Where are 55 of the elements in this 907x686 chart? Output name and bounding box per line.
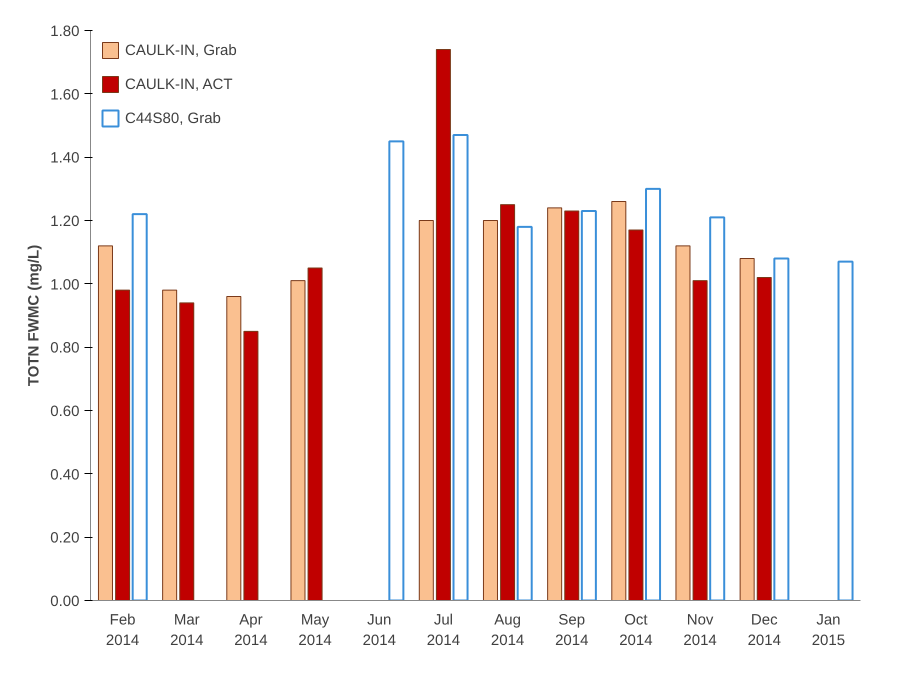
bar [179,302,194,600]
bar [452,134,469,600]
bar [500,204,516,600]
y-tick-label: 1.00 [50,276,80,294]
x-tick-label: May 2014 [298,612,332,649]
legend-label: CAULK-IN, Grab [125,42,237,58]
bar [580,210,597,600]
y-tick-label: 0.60 [50,403,80,420]
y-tick-label: 0.00 [50,593,80,610]
x-tick-label: Feb 2014 [106,612,140,649]
bar [115,290,130,600]
x-tick-label: Dec 2014 [748,612,781,649]
bar [436,49,451,600]
legend-label: CAULK-IN, ACT [125,76,233,92]
x-tick-label: Jan 2015 [812,612,846,649]
y-axis-title: TOTN FWMC (mg/L) [25,244,42,386]
bar [132,213,148,600]
x-tick-label: Jun 2014 [362,612,396,649]
x-tick-label: Apr 2014 [234,612,268,649]
x-tick-label: Aug 2014 [490,612,524,649]
bar [516,226,533,600]
bar [773,258,790,600]
x-tick-label: Oct 2014 [619,612,653,649]
bar [482,220,498,600]
bar [226,296,242,600]
y-tick-label: 0.40 [50,466,80,484]
y-tick-label: 0.80 [50,340,80,357]
bar [740,258,755,600]
y-tick-label: 1.20 [50,213,80,230]
x-tick-label: Mar 2014 [170,612,204,649]
y-tick-label: 0.20 [50,530,80,547]
bar [709,216,726,600]
bar [162,290,178,600]
bar [611,201,626,600]
bar [388,140,404,600]
bar [308,268,323,600]
bar [418,220,434,600]
bar [98,245,113,600]
bar [564,210,580,600]
y-tick-label: 1.40 [50,150,80,167]
bar [692,280,708,600]
x-tick-label: Sep 2014 [555,612,588,649]
bar [756,277,772,600]
bar [645,188,662,600]
bar [628,230,644,600]
x-tick-label: Nov 2014 [683,612,717,649]
bar [675,245,690,600]
bar [290,280,306,600]
legend-label: C44S80, Grab [125,110,221,126]
y-tick-label: 1.80 [50,23,80,40]
y-tick-label: 1.60 [50,86,80,104]
bar [838,260,854,600]
bar [547,207,562,600]
bar [243,330,258,600]
x-tick-label: Jul 2014 [426,612,460,649]
